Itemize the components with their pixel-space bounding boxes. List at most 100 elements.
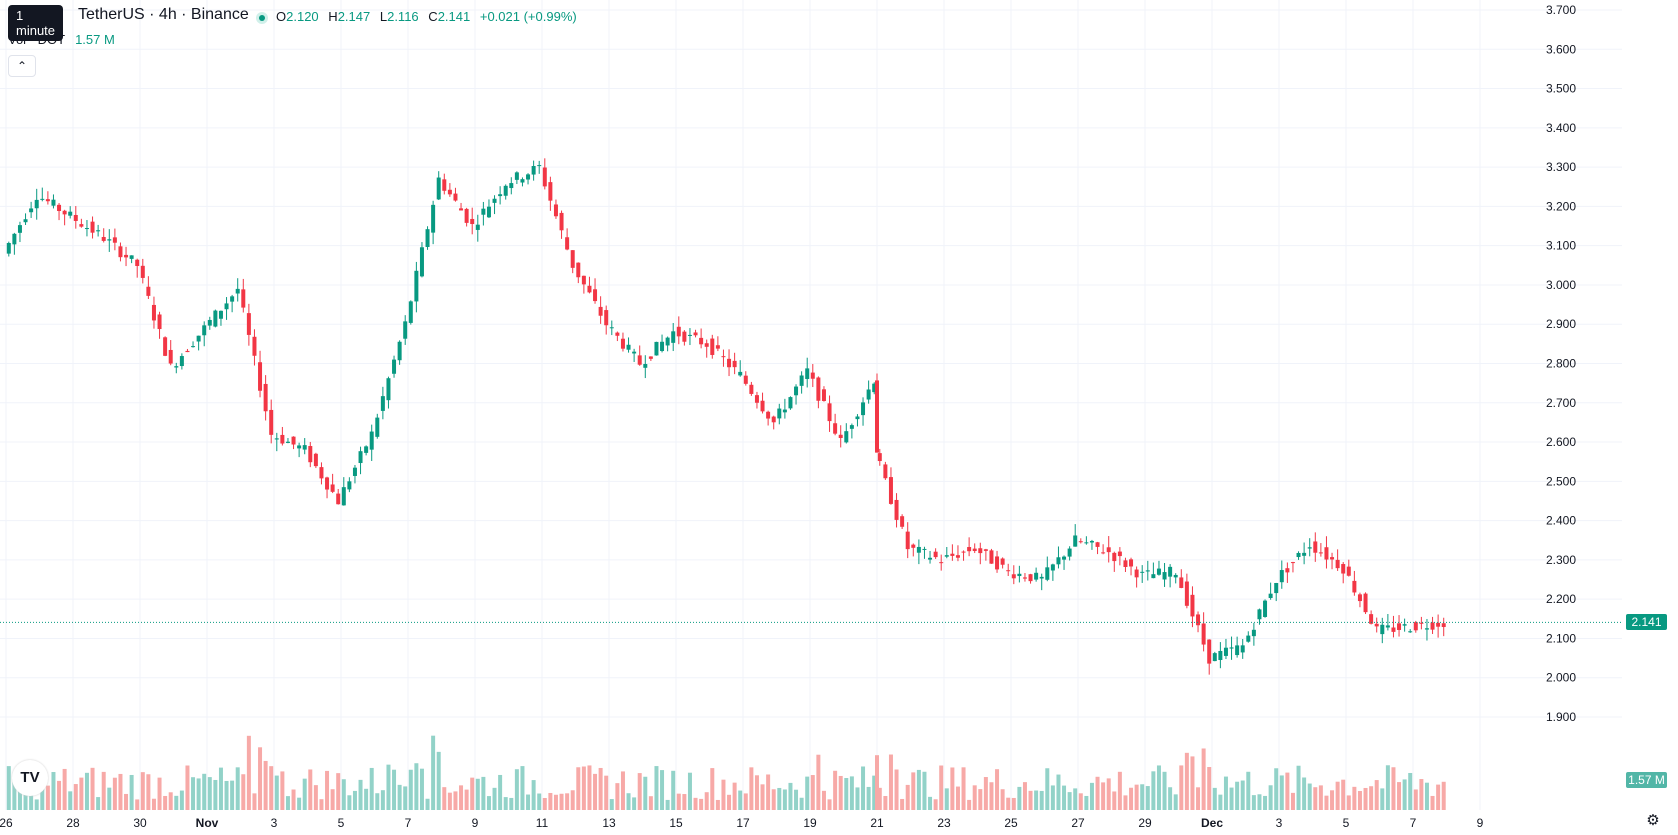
volume-bar [983, 777, 988, 810]
candle-body [341, 487, 346, 506]
volume-bar [838, 775, 843, 810]
volume-bar [888, 754, 893, 810]
volume-bar [699, 798, 704, 810]
volume-bar [1357, 791, 1362, 810]
candle-body [252, 336, 257, 356]
interval-tooltip: 1 minute [8, 5, 64, 41]
candle-body [1335, 559, 1340, 569]
candle-body [995, 556, 1000, 570]
candle-body [1357, 594, 1362, 602]
candle-body [1145, 570, 1150, 572]
candle-body [816, 377, 821, 401]
candle-body [598, 306, 603, 316]
volume-bar [1268, 785, 1273, 810]
candle-body [509, 183, 514, 189]
volume-bar [1084, 795, 1089, 810]
candle-body [531, 165, 536, 175]
y-tick-label: 3.500 [1546, 82, 1576, 96]
volume-bar [1402, 779, 1407, 810]
candle-body [1000, 558, 1005, 565]
volume-bar [1380, 788, 1385, 810]
candle-body [112, 237, 117, 243]
volume-bar [1162, 771, 1167, 810]
volume-bar [894, 769, 899, 810]
market-status-icon[interactable] [256, 12, 268, 24]
candle-body [45, 199, 50, 202]
candle-body [1408, 631, 1413, 633]
volume-bar [1223, 776, 1228, 810]
volume-bar [570, 790, 575, 810]
candle-body [1140, 571, 1145, 573]
y-tick-label: 2.900 [1546, 317, 1576, 331]
volume-bar [1212, 787, 1217, 810]
candle-body [1419, 622, 1424, 624]
candle-body [1374, 623, 1379, 627]
candle-body [280, 434, 285, 444]
volume-bar [297, 797, 302, 810]
volume-bar [157, 777, 162, 810]
volume-bar [1179, 765, 1184, 810]
candle-body [90, 221, 95, 233]
candle-body [397, 341, 402, 361]
volume-bar [1330, 790, 1335, 810]
volume-bar [96, 797, 101, 810]
volume-bar [1235, 781, 1240, 810]
volume-bar [788, 782, 793, 810]
candle-body [12, 233, 17, 245]
price-axis[interactable]: 1.900 2.000 2.100 2.200 2.300 2.400 2.500 2.600… [1546, 3, 1576, 724]
volume-bar [782, 789, 787, 810]
volume-bar [191, 777, 196, 810]
tradingview-logo-icon[interactable]: TV [12, 760, 48, 796]
candle-body [1385, 625, 1390, 628]
volume-bar [972, 785, 977, 810]
volume-label: Vol · DOT [8, 32, 66, 47]
time-axis[interactable]: 26 28 30 Nov 3 5 7 9 11 13 15 17 19 21 23 25 27 29 Dec 3 5 7 9 [0, 816, 1484, 830]
volume-bar [1385, 765, 1390, 810]
volume-bar [559, 793, 564, 810]
candle-body [922, 548, 927, 550]
candle-body [503, 185, 508, 196]
candle-body [514, 172, 519, 180]
volume-bar [73, 784, 78, 810]
volume-bar [961, 767, 966, 810]
volume-bar [821, 790, 826, 810]
volume-bar [687, 772, 692, 810]
candle-body [302, 445, 307, 450]
high-value: 2.147 [337, 9, 371, 24]
volume-bar [57, 780, 62, 810]
candle-body [559, 212, 564, 231]
candle-body [107, 239, 112, 241]
volume-bar [375, 793, 380, 810]
volume-bar [849, 776, 854, 810]
symbol-title[interactable]: TetherUS · 4h · Binance [78, 6, 249, 23]
candle-body [855, 416, 860, 420]
volume-bar [754, 775, 759, 810]
candle-body [459, 208, 464, 211]
x-tick-label: 29 [1138, 816, 1152, 830]
volume-bar [486, 796, 491, 810]
volume-bar [498, 774, 503, 810]
y-tick-label: 3.600 [1546, 42, 1576, 56]
volume-bar [1129, 787, 1134, 810]
volume-bars [6, 735, 1446, 810]
volume-bar [347, 795, 352, 810]
gear-icon[interactable]: ⚙ [1646, 812, 1660, 829]
volume-bar [939, 765, 944, 810]
y-tick-label: 2.300 [1546, 553, 1576, 567]
candle-body [978, 548, 983, 554]
volume-bar [442, 787, 447, 810]
volume-bar [1028, 790, 1033, 810]
volume-bar [1201, 748, 1206, 810]
x-tick-label: 21 [870, 816, 884, 830]
y-tick-label: 2.500 [1546, 474, 1576, 488]
volume-bar [978, 789, 983, 810]
candle-body [1022, 577, 1027, 579]
volume-bar [503, 797, 508, 810]
volume-bar [520, 766, 525, 810]
volume-bar [1302, 777, 1307, 810]
collapse-legend-button[interactable]: ⌃ [8, 55, 36, 77]
volume-legend[interactable]: Vol · DOT 1.57 M [8, 32, 115, 47]
volume-bar [1346, 795, 1351, 810]
volume-bar [933, 799, 938, 810]
